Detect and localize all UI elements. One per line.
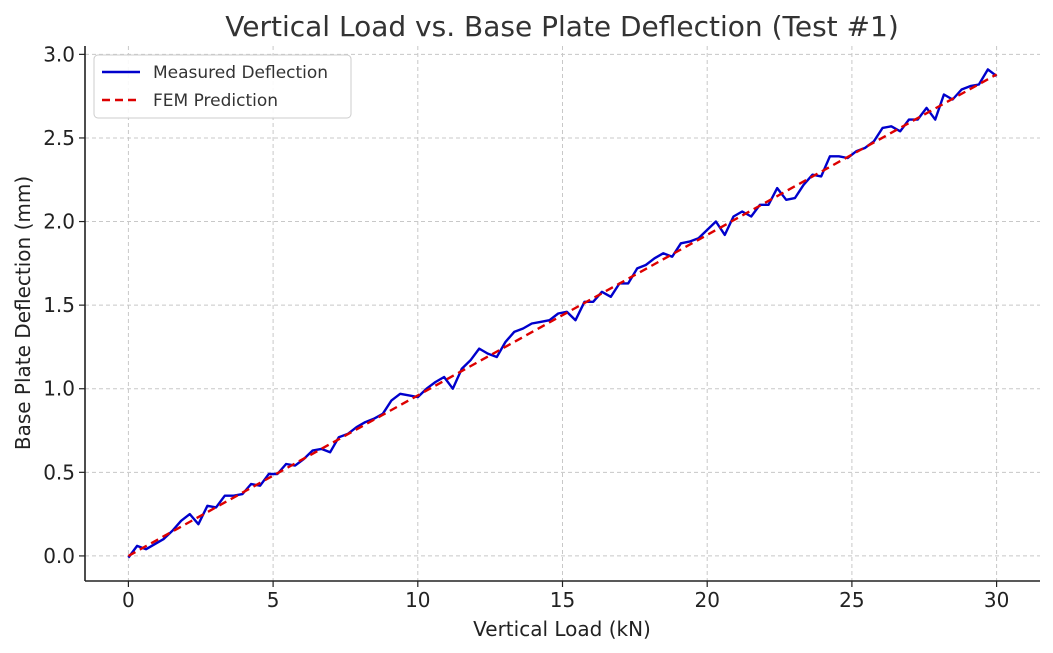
x-tick-label: 15	[550, 588, 575, 612]
chart-title: Vertical Load vs. Base Plate Deflection …	[225, 10, 899, 43]
x-ticks: 0 5 10 15 20 25 30	[122, 581, 1009, 612]
y-axis-label: Base Plate Deflection (mm)	[11, 176, 35, 450]
series-measured-line	[127, 68, 998, 559]
x-tick-label: 25	[839, 588, 864, 612]
x-tick-label: 30	[984, 588, 1009, 612]
y-tick-label: 2.5	[43, 126, 75, 150]
legend-box	[93, 54, 352, 119]
legend-label-fem: FEM Prediction	[153, 91, 278, 111]
legend-label-measured: Measured Deflection	[153, 63, 328, 83]
y-tick-label: 2.0	[43, 210, 75, 234]
x-axis-label: Vertical Load (kN)	[473, 617, 651, 641]
series-fem-line	[127, 73, 998, 557]
legend: Measured Deflection FEM Prediction	[93, 54, 352, 119]
y-tick-label: 0.5	[43, 460, 75, 484]
series-layer	[127, 68, 998, 559]
x-tick-label: 20	[694, 588, 719, 612]
y-tick-label: 0.0	[43, 544, 75, 568]
y-tick-label: 3.0	[43, 42, 75, 66]
y-ticks: 0.0 0.5 1.0 1.5 2.0 2.5 3.0	[43, 42, 85, 568]
y-tick-label: 1.5	[43, 293, 75, 317]
x-tick-label: 0	[122, 588, 135, 612]
x-tick-label: 10	[405, 588, 430, 612]
x-tick-label: 5	[267, 588, 280, 612]
y-tick-label: 1.0	[43, 377, 75, 401]
